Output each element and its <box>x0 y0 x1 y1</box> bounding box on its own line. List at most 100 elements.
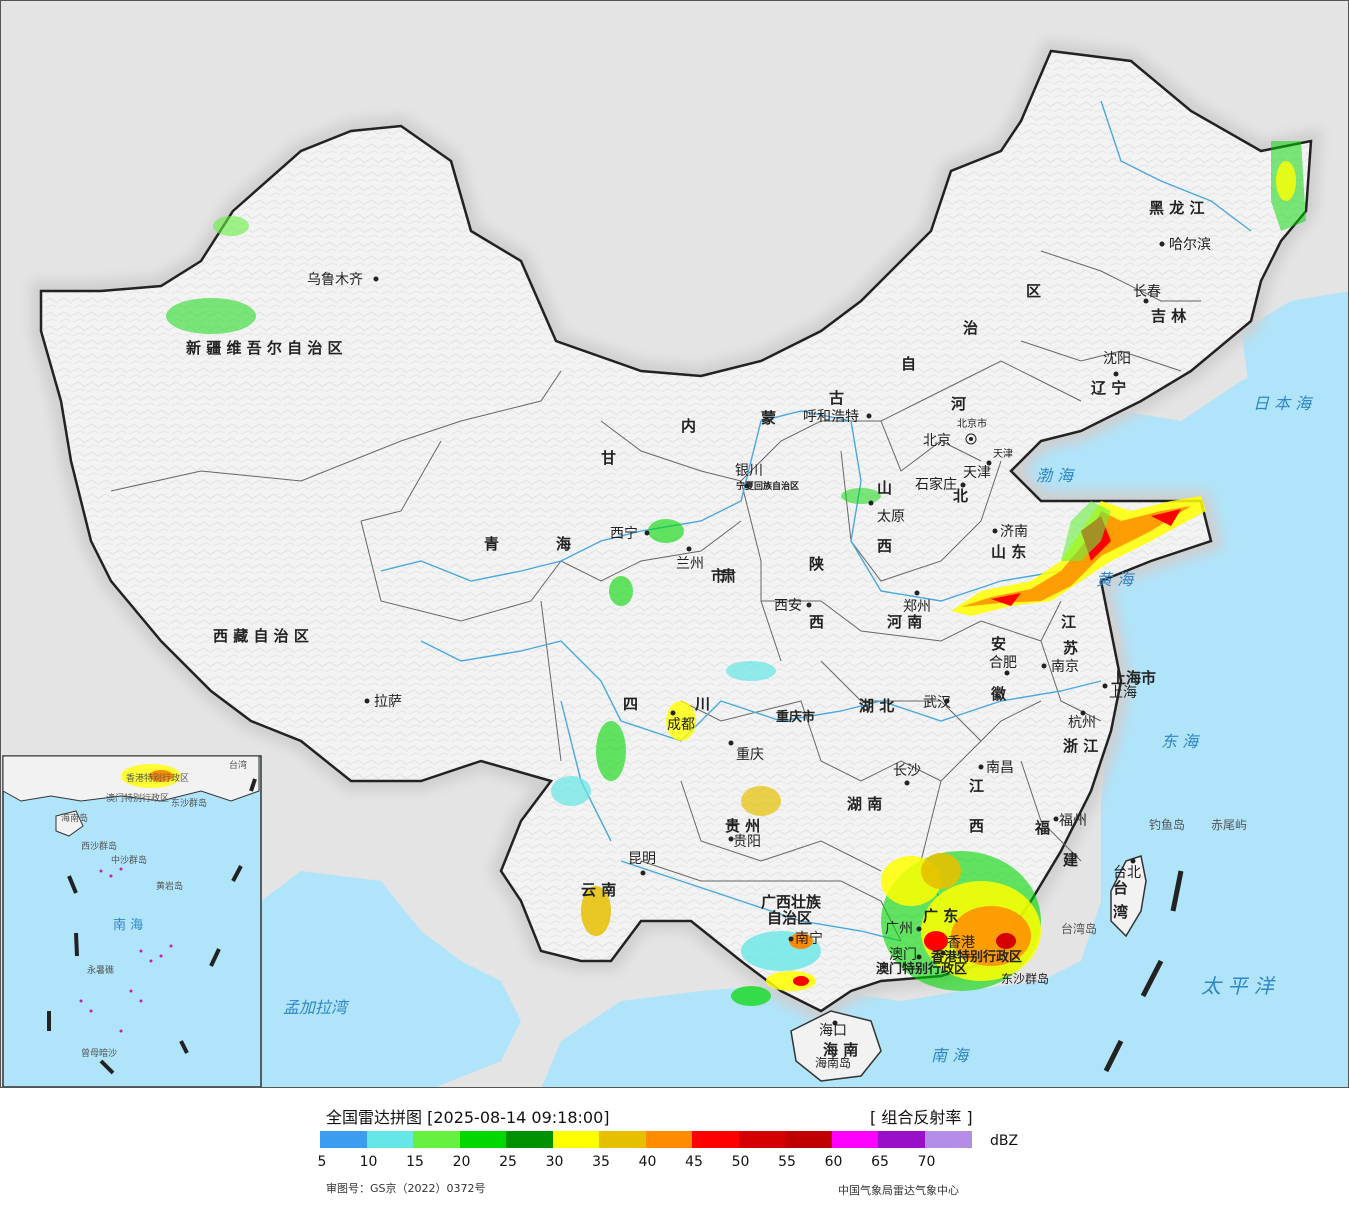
city-label: 南宁 <box>795 930 823 947</box>
province-label: 湖 北 <box>859 697 894 715</box>
sea-label: 太 平 洋 <box>1201 974 1276 998</box>
scale-swatch <box>552 1131 600 1148</box>
scale-swatch <box>878 1131 925 1148</box>
inset-label: 台湾 <box>229 759 247 771</box>
province-label: 西 <box>877 537 892 555</box>
south-sea-inset: 海南岛 西沙群岛 中沙群岛 南 海 永暑礁 曾母暗沙 东沙群岛 黄岩岛 澳门特别… <box>2 755 262 1087</box>
province-label: 云 南 <box>581 881 616 899</box>
province-boundaries <box>110 250 1201 942</box>
city-label: 天津 <box>993 448 1013 460</box>
province-label: 市 <box>711 567 726 585</box>
province-label: 广 东 <box>923 907 958 925</box>
hainan-island <box>790 1010 882 1082</box>
scale-tick-label: 55 <box>778 1154 796 1170</box>
inset-label: 西沙群岛 <box>81 840 117 852</box>
inset-label: 澳门特别行政区 <box>106 792 169 804</box>
province-label: 肃 <box>721 567 736 585</box>
radar-echoes <box>166 141 1306 1006</box>
city-label: 香港 <box>947 935 975 951</box>
city-labels: 乌鲁木齐 拉萨 西宁 兰州 银川 呼和浩特 哈尔滨 长春 沈阳 北京 北京市 天… <box>307 237 1211 1039</box>
city-label: 澳门 <box>889 947 917 963</box>
province-label: 吉 林 <box>1151 307 1187 325</box>
city-label: 呼和浩特 <box>803 409 859 425</box>
province-label: 新 疆 维 吾 尔 自 治 区 <box>186 339 343 357</box>
province-label: 山 <box>877 479 892 497</box>
island-label: 钓鱼岛 <box>1149 817 1185 832</box>
city-label: 乌鲁木齐 <box>307 272 363 288</box>
inset-label: 香港特别行政区 <box>126 772 189 784</box>
legend-panel <box>0 1088 1349 1208</box>
unit-label: dBZ <box>990 1133 1019 1149</box>
province-label: 江 <box>969 777 984 795</box>
province-label: 福 <box>1034 819 1050 837</box>
province-label: 自 <box>901 355 916 373</box>
japan-sea <box>1241 291 1348 431</box>
sea-label: 黄 海 <box>1096 570 1135 589</box>
inset-label: 海南岛 <box>61 812 88 824</box>
city-label: 南京 <box>1051 659 1079 675</box>
scale-tick-label: 45 <box>685 1154 703 1170</box>
province-label: 贵 州 <box>725 817 760 835</box>
city-label: 北京 <box>923 433 951 449</box>
city-label: 海口 <box>819 1023 847 1039</box>
scale-swatch <box>785 1131 832 1148</box>
province-label: 陕 <box>809 555 824 573</box>
inset-label: 永暑礁 <box>87 964 114 976</box>
city-label: 贵阳 <box>733 834 761 850</box>
province-label: 宁夏回族自治区 <box>736 480 799 492</box>
city-label: 上海 <box>1109 685 1137 701</box>
province-label: 山 东 <box>991 543 1026 561</box>
province-label: 北 <box>953 487 968 505</box>
province-label: 台 <box>1113 879 1128 897</box>
map-title: 全国雷达拼图 [2025-08-14 09:18:00] <box>326 1108 610 1127</box>
scale-swatch <box>645 1131 693 1148</box>
sea-label: 南 海 <box>931 1046 970 1065</box>
inset-label: 黄岩岛 <box>156 880 183 892</box>
product-label: [ 组合反射率 ] <box>870 1108 973 1127</box>
scale-tick-label: 25 <box>499 1154 517 1170</box>
city-label: 合肥 <box>989 655 1017 671</box>
scale-swatch <box>459 1131 507 1148</box>
sea-label: 渤 海 <box>1036 466 1075 485</box>
province-label: 西 <box>969 817 984 835</box>
city-label: 重庆 <box>736 747 764 763</box>
province-label: 川 <box>694 695 710 713</box>
city-label: 兰州 <box>676 556 704 572</box>
scale-swatch <box>831 1131 879 1148</box>
city-label: 沈阳 <box>1103 351 1131 367</box>
province-label: 甘 <box>601 449 616 467</box>
island-label: 东沙群岛 <box>1001 971 1049 986</box>
island-label: 台湾岛 <box>1061 921 1097 936</box>
province-label: 江 <box>1061 613 1076 631</box>
agency-credit: 中国气象局雷达气象中心 <box>838 1184 959 1197</box>
city-label: 北京市 <box>957 417 987 430</box>
city-label: 昆明 <box>628 851 656 867</box>
province-label: 浙 江 <box>1063 737 1098 755</box>
province-label: 上海市 <box>1111 669 1156 687</box>
city-label: 拉萨 <box>374 694 402 710</box>
province-label: 海 南 <box>823 1041 858 1059</box>
city-label: 长春 <box>1133 284 1161 300</box>
scale-swatch <box>320 1131 367 1148</box>
city-label: 天津 <box>963 465 991 481</box>
scale-tick-label: 35 <box>592 1154 610 1170</box>
province-label: 自治区 <box>767 909 812 927</box>
dash-lines <box>1103 870 1184 1073</box>
province-label: 古 <box>829 389 844 407</box>
province-label: 香港特别行政区 <box>930 949 1022 965</box>
sea-label: 孟加拉湾 <box>283 998 350 1017</box>
taiwan-island <box>1110 855 1147 938</box>
province-label: 徽 <box>990 685 1007 703</box>
inset-label: 南 海 <box>113 917 143 933</box>
radar-map: 新 疆 维 吾 尔 自 治 区 西 藏 自 治 区 青 海 甘 肃 内 蒙 古 … <box>0 0 1349 1088</box>
scale-swatch <box>924 1131 972 1148</box>
scale-swatch <box>506 1131 553 1148</box>
city-label: 武汉 <box>923 695 951 711</box>
scale-tick-label: 65 <box>871 1154 889 1170</box>
city-label: 成都 <box>667 717 695 733</box>
sea-label: 日 本 海 <box>1253 394 1313 413</box>
province-label: 辽 宁 <box>1091 379 1126 397</box>
province-label: 海 <box>556 535 571 553</box>
scale-swatch <box>738 1131 786 1148</box>
province-label: 治 <box>963 319 978 337</box>
